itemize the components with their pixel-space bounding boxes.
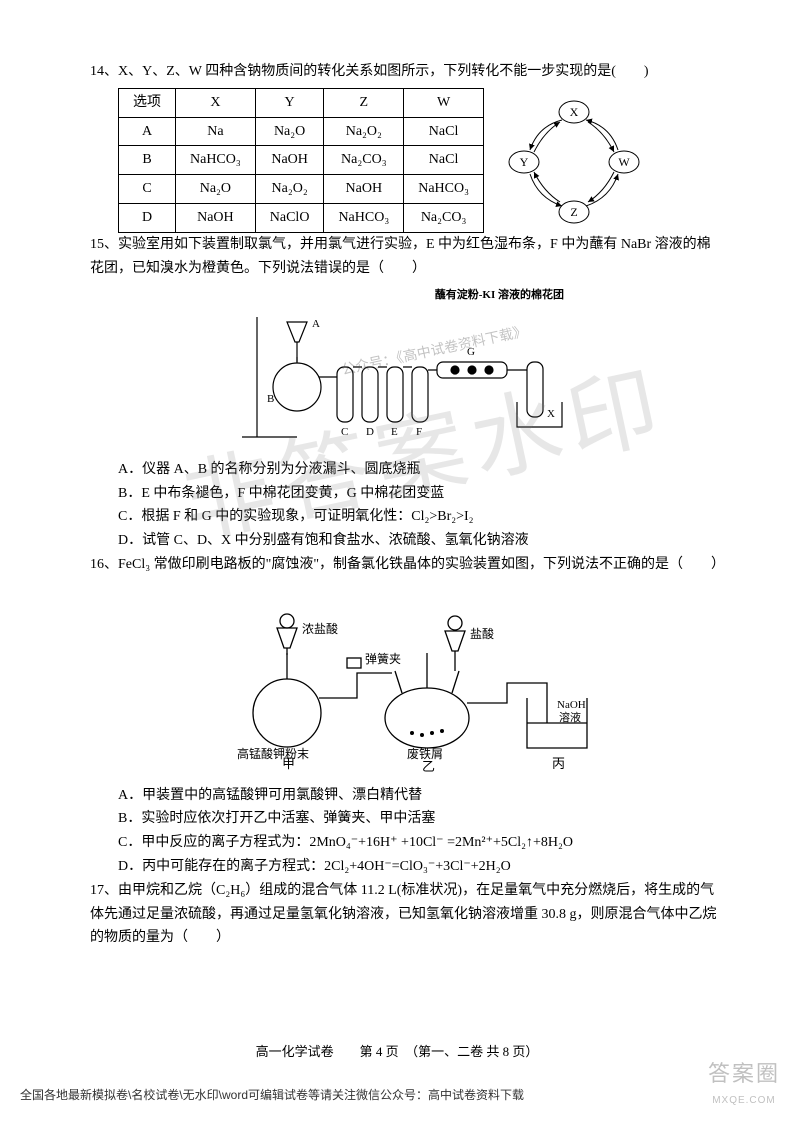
table-cell: D (119, 203, 176, 232)
svg-text:E: E (391, 426, 398, 438)
svg-text:C: C (341, 426, 348, 438)
q15-option-d: D．试管 C、D、X 中分别盛有饱和食盐水、浓硫酸、氢氧化钠溶液 (118, 529, 724, 553)
q17-stem: 17、由甲烷和乙烷（C₂H₆）组成的混合气体 11.2 L(标准状况)，在足量氧… (90, 879, 724, 950)
table-cell: NaCl (404, 146, 484, 175)
q16-option-d: D．丙中可能存在的离子方程式：2Cl₂+4OH⁻=ClO₃⁻+3Cl⁻+2H₂O (118, 855, 724, 879)
q14-th-1: X (176, 88, 256, 117)
svg-text:丙: 丙 (552, 756, 565, 771)
table-cell: NaClO (255, 203, 324, 232)
table-cell: Na (176, 117, 256, 146)
q16-stem: 16、FeCl₃ 常做印刷电路板的"腐蚀液"，制备氯化铁晶体的实验装置如图，下列… (90, 553, 724, 577)
q16-apparatus-diagram: 浓盐酸 高锰酸钾粉末 甲 弹簧夹 盐酸 废铁屑 乙 NaOH 溶液 丙 (207, 583, 607, 773)
table-cell: NaOH (324, 175, 404, 204)
table-cell: A (119, 117, 176, 146)
cycle-node-x: X (570, 105, 579, 119)
svg-text:G: G (467, 346, 475, 358)
bottom-note: 全国各地最新模拟卷\名校试卷\无水印\word可编辑试卷等请关注微信公众号：高中… (0, 1085, 794, 1105)
svg-text:弹簧夹: 弹簧夹 (365, 651, 401, 666)
svg-text:B: B (267, 393, 274, 405)
table-cell: Na₂O (255, 117, 324, 146)
table-cell: Na₂CO₃ (404, 203, 484, 232)
q15-top-label: 蘸有淀粉-KI 溶液的棉花团 (90, 286, 724, 305)
q16-option-a: A．甲装置中的高锰酸钾可用氯酸钾、漂白精代替 (118, 784, 724, 808)
svg-text:盐酸: 盐酸 (470, 626, 494, 641)
svg-text:F: F (416, 426, 422, 438)
q15-option-b: B．E 中布条褪色，F 中棉花团变黄，G 中棉花团变蓝 (118, 482, 724, 506)
svg-text:甲: 甲 (282, 756, 295, 771)
page-footer: 高一化学试卷 第 4 页 （第一、二卷 共 8 页） (0, 1041, 794, 1063)
q15-option-c: C．根据 F 和 G 中的实验现象，可证明氧化性：Cl₂>Br₂>I₂ (118, 505, 724, 529)
table-cell: NaCl (404, 117, 484, 146)
q16-option-c: C．甲中反应的离子方程式为：2MnO₄⁻+16H⁺ +10Cl⁻ =2Mn²⁺+… (118, 831, 724, 855)
table-cell: NaOH (255, 146, 324, 175)
svg-text:A: A (312, 318, 320, 330)
table-cell: Na₂O₂ (324, 117, 404, 146)
table-cell: NaHCO₃ (176, 146, 256, 175)
svg-text:乙: 乙 (422, 759, 435, 773)
svg-text:高锰酸钾粉末: 高锰酸钾粉末 (237, 746, 309, 761)
table-cell: Na₂CO₃ (324, 146, 404, 175)
q15-option-a: A．仪器 A、B 的名称分别为分液漏斗、圆底烧瓶 (118, 458, 724, 482)
svg-text:D: D (366, 426, 374, 438)
q14-th-4: W (404, 88, 484, 117)
q14-th-0: 选项 (119, 88, 176, 117)
table-cell: B (119, 146, 176, 175)
q15-stem: 15、实验室用如下装置制取氯气，并用氯气进行实验，E 中为红色湿布条，F 中为蘸… (90, 233, 724, 281)
q14-table: 选项 X Y Z W ANaNa₂ONa₂O₂NaCl BNaHCO₃NaOHN… (118, 88, 484, 233)
table-cell: NaHCO₃ (404, 175, 484, 204)
svg-text:X: X (547, 408, 555, 420)
svg-text:溶液: 溶液 (559, 710, 581, 724)
table-cell: C (119, 175, 176, 204)
table-cell: NaHCO₃ (324, 203, 404, 232)
svg-text:浓盐酸: 浓盐酸 (302, 621, 338, 636)
q16-option-b: B．实验时应依次打开乙中活塞、弹簧夹、甲中活塞 (118, 807, 724, 831)
cycle-node-z: Z (570, 205, 577, 219)
table-cell: NaOH (176, 203, 256, 232)
q15-apparatus-diagram: A B C D E F G X (237, 307, 577, 447)
corner-watermark: 答案圈MXQE.COM (708, 1055, 780, 1109)
q14-stem: 14、X、Y、Z、W 四种含钠物质间的转化关系如图所示，下列转化不能一步实现的是… (90, 60, 724, 84)
svg-text:NaOH: NaOH (557, 699, 586, 711)
q14-th-3: Z (324, 88, 404, 117)
table-cell: Na₂O₂ (255, 175, 324, 204)
cycle-node-w: W (618, 155, 630, 169)
table-cell: Na₂O (176, 175, 256, 204)
q14-th-2: Y (255, 88, 324, 117)
q14-cycle-diagram: X Y Z W (504, 92, 644, 232)
cycle-node-y: Y (520, 155, 529, 169)
